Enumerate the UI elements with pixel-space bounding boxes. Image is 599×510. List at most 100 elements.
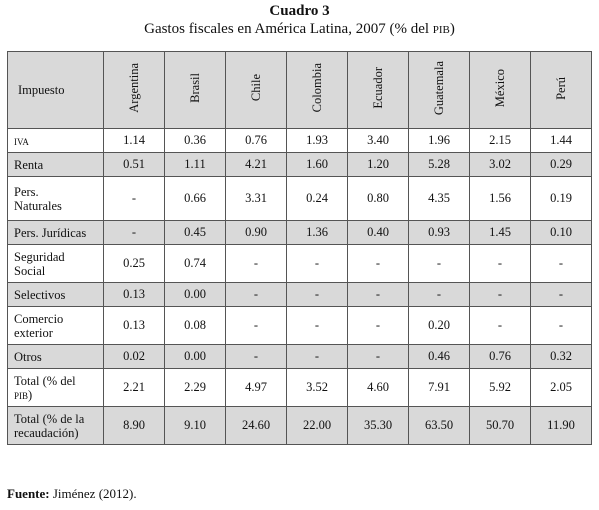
table-cell: 0.51 bbox=[103, 152, 165, 177]
table-cell: - bbox=[286, 282, 348, 307]
column-header-label: México bbox=[492, 68, 507, 108]
table-caption: Cuadro 3 Gastos fiscales en América Lati… bbox=[0, 3, 599, 38]
table-cell: - bbox=[530, 306, 592, 345]
header-row: Impuesto Argentina Brasil Chile Colombia Ecu… bbox=[7, 51, 592, 129]
table-title-end: ) bbox=[449, 21, 455, 37]
table-cell: 3.40 bbox=[347, 128, 409, 153]
table-cell: 2.05 bbox=[530, 368, 592, 407]
table-cell: 9.10 bbox=[164, 406, 226, 445]
column-header-guatemala: Guatemala bbox=[408, 51, 470, 129]
table-cell: - bbox=[530, 244, 592, 283]
table-cell: 0.76 bbox=[469, 344, 531, 369]
table-number: Cuadro 3 bbox=[269, 3, 330, 19]
table-cell: - bbox=[286, 306, 348, 345]
column-header-argentina: Argentina bbox=[103, 51, 165, 129]
table-cell: 7.91 bbox=[408, 368, 470, 407]
row-label-line: exterior bbox=[14, 325, 53, 340]
table-cell: 0.19 bbox=[530, 176, 592, 221]
table-row: Selectivos 0.13 0.00- - - - - - bbox=[7, 282, 592, 307]
row-label: iva bbox=[7, 128, 104, 153]
table-row: Otros 0.02 0.00- - -0.46 0.76 0.32 bbox=[7, 344, 592, 369]
table-cell: - bbox=[103, 176, 165, 221]
row-label: Otros bbox=[7, 344, 104, 369]
table-cell: 0.24 bbox=[286, 176, 348, 221]
row-label: Total (% de la recaudación) bbox=[7, 406, 104, 445]
table-cell: 0.66 bbox=[164, 176, 226, 221]
table-cell: 2.29 bbox=[164, 368, 226, 407]
table-cell: 1.45 bbox=[469, 220, 531, 245]
column-header-brasil: Brasil bbox=[164, 51, 226, 129]
table-cell: 63.50 bbox=[408, 406, 470, 445]
table-cell: - bbox=[469, 282, 531, 307]
column-header-label: Perú bbox=[553, 76, 568, 100]
table-cell: - bbox=[530, 282, 592, 307]
row-label-line: Total (% de la bbox=[14, 411, 85, 426]
table-row: Pers. Naturales -0.66 3.31 0.24 0.80 4.35 1.56 0… bbox=[7, 176, 592, 221]
row-label-line: Social bbox=[14, 263, 46, 278]
table-cell: 24.60 bbox=[225, 406, 287, 445]
table-cell: 0.29 bbox=[530, 152, 592, 177]
row-label-line: Naturales bbox=[14, 198, 62, 213]
table-cell: - bbox=[225, 306, 287, 345]
table-cell: 0.13 bbox=[103, 306, 165, 345]
table-row: Pers. Jurídicas -0.45 0.90 1.36 0.40 0.93 1.45… bbox=[7, 220, 592, 245]
tax-expenditure-table: Impuesto Argentina Brasil Chile Colombia Ecu… bbox=[7, 51, 592, 445]
column-header-label: Ecuador bbox=[370, 67, 385, 109]
column-header-impuesto: Impuesto bbox=[7, 51, 104, 129]
column-header-colombia: Colombia bbox=[286, 51, 348, 129]
table-cell: 1.60 bbox=[286, 152, 348, 177]
table-cell: 8.90 bbox=[103, 406, 165, 445]
table-cell: 4.21 bbox=[225, 152, 287, 177]
table-cell: - bbox=[469, 244, 531, 283]
column-header-label: Chile bbox=[248, 74, 263, 102]
table-cell: 0.00 bbox=[164, 344, 226, 369]
source-note: Fuente: Jiménez (2012). bbox=[7, 486, 137, 502]
row-label-text: Renta bbox=[14, 157, 44, 172]
table-cell: - bbox=[347, 306, 409, 345]
table-cell: 5.92 bbox=[469, 368, 531, 407]
table-cell: 3.02 bbox=[469, 152, 531, 177]
table-row: Comercio exterior 0.13 0.08- - -0.20- - bbox=[7, 306, 592, 345]
table-cell: 4.60 bbox=[347, 368, 409, 407]
column-header-label: Argentina bbox=[126, 63, 141, 113]
table-cell: 3.31 bbox=[225, 176, 287, 221]
row-label-line: Seguridad bbox=[14, 249, 65, 264]
table-cell: 0.10 bbox=[530, 220, 592, 245]
table-cell: 50.70 bbox=[469, 406, 531, 445]
table-cell: - bbox=[103, 220, 165, 245]
table-cell: 0.08 bbox=[164, 306, 226, 345]
table-cell: 1.20 bbox=[347, 152, 409, 177]
source-label: Fuente: bbox=[7, 486, 50, 501]
table-cell: 2.15 bbox=[469, 128, 531, 153]
table-cell: - bbox=[469, 306, 531, 345]
table-cell: 0.90 bbox=[225, 220, 287, 245]
table-cell: 5.28 bbox=[408, 152, 470, 177]
table-title: Gastos fiscales en América Latina, 2007 … bbox=[0, 20, 599, 38]
table-row: Total (% del pib) 2.21 2.29 4.97 3.52 4.60 7.91… bbox=[7, 368, 592, 407]
column-header-chile: Chile bbox=[225, 51, 287, 129]
row-label: Selectivos bbox=[7, 282, 104, 307]
column-header-label: Guatemala bbox=[431, 60, 446, 116]
column-header-ecuador: Ecuador bbox=[347, 51, 409, 129]
table-cell: 0.02 bbox=[103, 344, 165, 369]
row-label-text: iva bbox=[14, 133, 29, 148]
table-cell: - bbox=[408, 282, 470, 307]
table-cell: - bbox=[347, 282, 409, 307]
table-cell: 0.93 bbox=[408, 220, 470, 245]
column-header-perú: Perú bbox=[530, 51, 592, 129]
table-row: Seguridad Social 0.25 0.74- - - - - - bbox=[7, 244, 592, 283]
table-row: Total (% de la recaudación) 8.90 9.10 24.60 2… bbox=[7, 406, 592, 445]
row-label-text: Pers. Jurídicas bbox=[14, 225, 87, 240]
table-cell: - bbox=[347, 344, 409, 369]
row-label: Pers. Naturales bbox=[7, 176, 104, 221]
table-cell: 0.00 bbox=[164, 282, 226, 307]
table-cell: - bbox=[225, 344, 287, 369]
row-label-text: Selectivos bbox=[14, 287, 66, 302]
table-title-text: Gastos fiscales en América Latina, 2007 … bbox=[144, 21, 433, 37]
table-cell: 0.45 bbox=[164, 220, 226, 245]
row-label: Seguridad Social bbox=[7, 244, 104, 283]
table-cell: 0.25 bbox=[103, 244, 165, 283]
table-cell: - bbox=[408, 244, 470, 283]
table-cell: 0.74 bbox=[164, 244, 226, 283]
row-label: Renta bbox=[7, 152, 104, 177]
